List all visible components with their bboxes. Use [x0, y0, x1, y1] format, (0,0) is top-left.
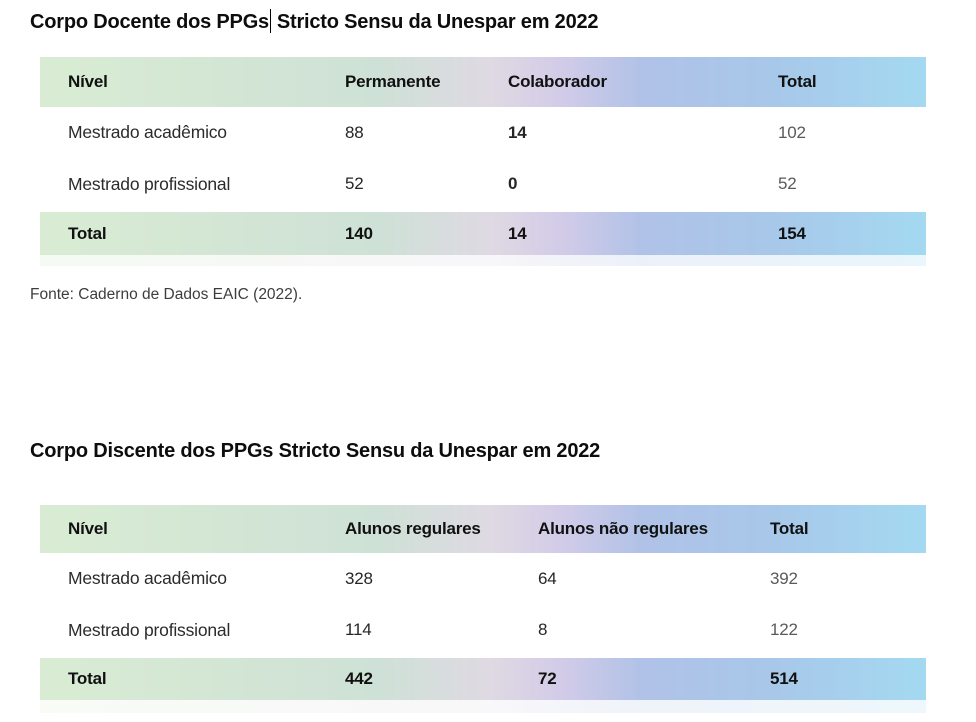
title-text-before-cursor: Corpo Docente dos PPGs	[30, 11, 269, 33]
cell-total[interactable]: 392	[770, 568, 798, 588]
col-header-nivel[interactable]: Nível	[68, 72, 108, 91]
cell-alunos-nao-regulares[interactable]: 8	[538, 620, 548, 640]
col-header-total[interactable]: Total	[770, 519, 809, 538]
cell-colaborador[interactable]: 0	[508, 174, 518, 194]
col-header-total[interactable]: Total	[778, 72, 817, 91]
col-header-alunos-nao-regulares[interactable]: Alunos não regulares	[538, 519, 708, 538]
cell-alunos-regulares[interactable]: 328	[345, 568, 373, 588]
table-bottom-glow	[40, 255, 926, 266]
discente-table: Nível Alunos regulares Alunos não regula…	[40, 505, 926, 713]
cell-alunos-nao-regulares[interactable]: 64	[538, 568, 557, 588]
cell-total[interactable]: 102	[778, 122, 806, 142]
col-header-nivel[interactable]: Nível	[68, 519, 108, 538]
col-header-permanente[interactable]: Permanente	[345, 72, 441, 91]
cell-permanente[interactable]: 88	[345, 122, 364, 142]
row-label[interactable]: Mestrado acadêmico	[68, 568, 227, 589]
total-alunos-nao-regulares[interactable]: 72	[538, 669, 557, 688]
row-label[interactable]: Mestrado profissional	[68, 173, 231, 194]
docente-table: Nível Permanente Colaborador Total Mestr…	[40, 57, 926, 266]
discente-total-row: Total 442 72 514	[40, 658, 926, 700]
cell-total[interactable]: 122	[770, 620, 798, 640]
cell-alunos-regulares[interactable]: 114	[345, 620, 372, 640]
row-label[interactable]: Mestrado profissional	[68, 619, 231, 640]
table-row: Mestrado acadêmico 88 14 102	[40, 107, 926, 159]
total-total[interactable]: 154	[778, 223, 806, 243]
table-row: Mestrado profissional 114 8 122	[40, 604, 926, 656]
row-label[interactable]: Mestrado acadêmico	[68, 122, 227, 143]
total-total[interactable]: 514	[770, 669, 798, 688]
total-permanente[interactable]: 140	[345, 223, 373, 243]
title-text-after-cursor: Stricto Sensu da Unespar em 2022	[271, 11, 599, 33]
source-note[interactable]: Fonte: Caderno de Dados EAIC (2022).	[30, 286, 303, 303]
cell-permanente[interactable]: 52	[345, 174, 364, 194]
docente-header-row: Nível Permanente Colaborador Total	[40, 57, 926, 107]
col-header-alunos-regulares[interactable]: Alunos regulares	[345, 519, 481, 538]
table-row: Mestrado acadêmico 328 64 392	[40, 553, 926, 605]
discente-header-row: Nível Alunos regulares Alunos não regula…	[40, 505, 926, 553]
total-row-label[interactable]: Total	[68, 669, 107, 688]
cell-total[interactable]: 52	[778, 174, 797, 194]
table-row: Mestrado profissional 52 0 52	[40, 158, 926, 210]
text-cursor	[269, 9, 272, 33]
cell-colaborador[interactable]: 14	[508, 122, 527, 142]
total-colaborador[interactable]: 14	[508, 223, 527, 243]
total-alunos-regulares[interactable]: 442	[345, 669, 373, 688]
docente-title[interactable]: Corpo Docente dos PPGs Stricto Sensu da …	[30, 9, 599, 34]
docente-total-row: Total 140 14 154	[40, 212, 926, 255]
total-row-label[interactable]: Total	[68, 223, 107, 243]
discente-title[interactable]: Corpo Discente dos PPGs Stricto Sensu da…	[30, 440, 601, 462]
col-header-colaborador[interactable]: Colaborador	[508, 72, 607, 91]
table-bottom-glow	[40, 700, 926, 713]
